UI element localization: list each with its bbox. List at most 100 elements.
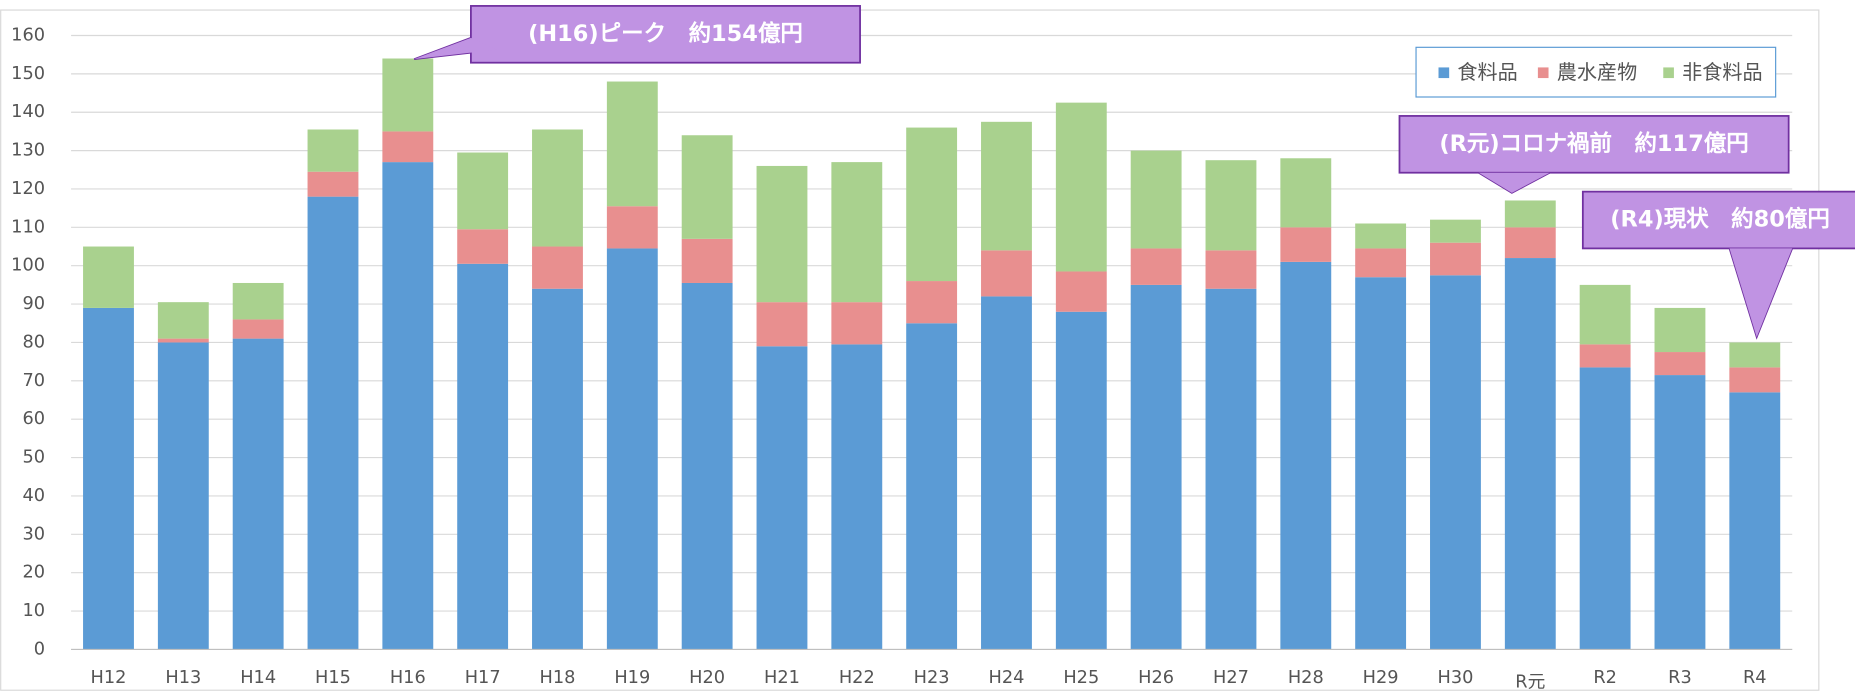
bar-segment <box>157 302 209 339</box>
bar-segment <box>157 338 209 343</box>
y-tick-label: 60 <box>22 409 45 429</box>
legend-label: 食料品 <box>1457 60 1517 84</box>
x-tick-label: H13 <box>165 668 201 688</box>
bar-segment <box>532 129 583 247</box>
x-tick-label: R3 <box>1668 668 1692 688</box>
bar-segment <box>606 248 658 650</box>
bar-segment <box>756 346 808 650</box>
bar-segment <box>1579 367 1631 650</box>
bar-segment <box>1355 223 1407 249</box>
bar-segment <box>307 171 359 197</box>
legend-swatch <box>1537 67 1549 79</box>
bar-segment <box>1504 258 1556 650</box>
x-tick-label: H15 <box>315 668 351 688</box>
y-tick-label: 90 <box>22 294 45 314</box>
bar-segment <box>1280 158 1332 228</box>
bar-segment <box>1055 102 1107 272</box>
bar-segment <box>681 282 733 650</box>
y-tick-label: 120 <box>11 179 45 199</box>
bar-segment <box>1729 342 1781 368</box>
annotation: (H16)ピーク 約154億円 <box>528 20 803 47</box>
bar-segment <box>606 81 658 207</box>
bar-segment <box>382 162 434 650</box>
bar-segment <box>831 344 883 650</box>
bar-segment <box>1280 261 1332 650</box>
y-tick-label: 150 <box>11 64 45 84</box>
bar-segment <box>1205 160 1257 251</box>
x-tick-label: R2 <box>1593 668 1617 688</box>
bar-segment <box>1280 227 1332 262</box>
bar-segment <box>1130 248 1182 285</box>
bar-segment <box>1654 352 1706 376</box>
y-tick-label: 80 <box>22 332 45 352</box>
bar-segment <box>981 250 1032 297</box>
bar-segment <box>157 342 209 650</box>
bar-segment <box>1579 284 1631 345</box>
bar-segment <box>606 206 658 249</box>
x-tick-label: H23 <box>914 668 950 688</box>
bar-segment <box>981 121 1032 251</box>
x-tick-label: H16 <box>390 668 426 688</box>
x-tick-label: H28 <box>1288 668 1324 688</box>
callout-joint <box>1729 248 1793 338</box>
y-tick-label: 140 <box>11 102 45 122</box>
bar-segment <box>681 238 733 283</box>
annotation: (R4)現状 約80億円 <box>1610 206 1830 233</box>
bar-segment <box>532 288 583 650</box>
bar-segment <box>232 338 284 650</box>
bar-segment <box>1504 200 1556 228</box>
bar-segment <box>1130 150 1182 249</box>
x-tick-label: H27 <box>1213 668 1249 688</box>
bar-segment <box>532 246 583 289</box>
bar-segment <box>981 296 1032 650</box>
bar-segment <box>1355 248 1407 278</box>
legend-label: 非食料品 <box>1682 60 1762 84</box>
x-tick-label: H18 <box>540 668 576 688</box>
y-tick-label: 160 <box>11 25 45 45</box>
bar-segment <box>232 282 284 320</box>
bar-segment <box>232 319 284 339</box>
bar-segment <box>382 131 434 163</box>
bar-segment <box>831 162 883 303</box>
callout-box <box>1398 115 1790 174</box>
bar-segment <box>457 152 509 230</box>
callout-box <box>1581 190 1855 250</box>
y-tick-label: 40 <box>22 486 45 506</box>
x-tick-label: H20 <box>689 668 725 688</box>
bar-segment <box>307 129 359 172</box>
x-tick-label: H26 <box>1138 668 1174 688</box>
legend-swatch <box>1663 67 1674 79</box>
y-tick-label: 30 <box>22 524 45 544</box>
bar-segment <box>1729 392 1781 650</box>
bar-segment <box>1205 288 1257 650</box>
bar-segment <box>1055 311 1107 650</box>
y-tick-label: 10 <box>22 601 45 621</box>
bar-segment <box>906 127 958 282</box>
bar-segment <box>756 165 808 303</box>
bar-segment <box>1355 277 1407 650</box>
bar-segment <box>83 307 134 650</box>
bar-segment <box>1130 284 1182 650</box>
bar-segment <box>307 196 359 650</box>
bar-segment <box>1579 344 1631 368</box>
y-tick-label: 70 <box>22 371 45 391</box>
x-tick-label: H29 <box>1363 668 1399 688</box>
legend-label: 農水産物 <box>1557 60 1637 84</box>
bar-segment <box>831 302 883 345</box>
x-tick-label: H30 <box>1438 668 1474 688</box>
x-tick-label: H21 <box>764 668 800 688</box>
x-tick-label: H12 <box>91 668 127 688</box>
bar-segment <box>1504 227 1556 259</box>
callout-joint <box>414 37 497 60</box>
callout-joint <box>1478 172 1550 193</box>
x-tick-label: H14 <box>240 668 276 688</box>
callout-box <box>470 5 861 64</box>
x-tick-label: R元 <box>1515 673 1545 692</box>
y-tick-label: 130 <box>11 141 45 161</box>
bar-segment <box>382 58 434 132</box>
y-tick-label: 50 <box>22 448 45 468</box>
x-tick-label: H25 <box>1063 668 1099 688</box>
y-tick-label: 110 <box>11 217 45 237</box>
bar-segment <box>1430 242 1481 276</box>
